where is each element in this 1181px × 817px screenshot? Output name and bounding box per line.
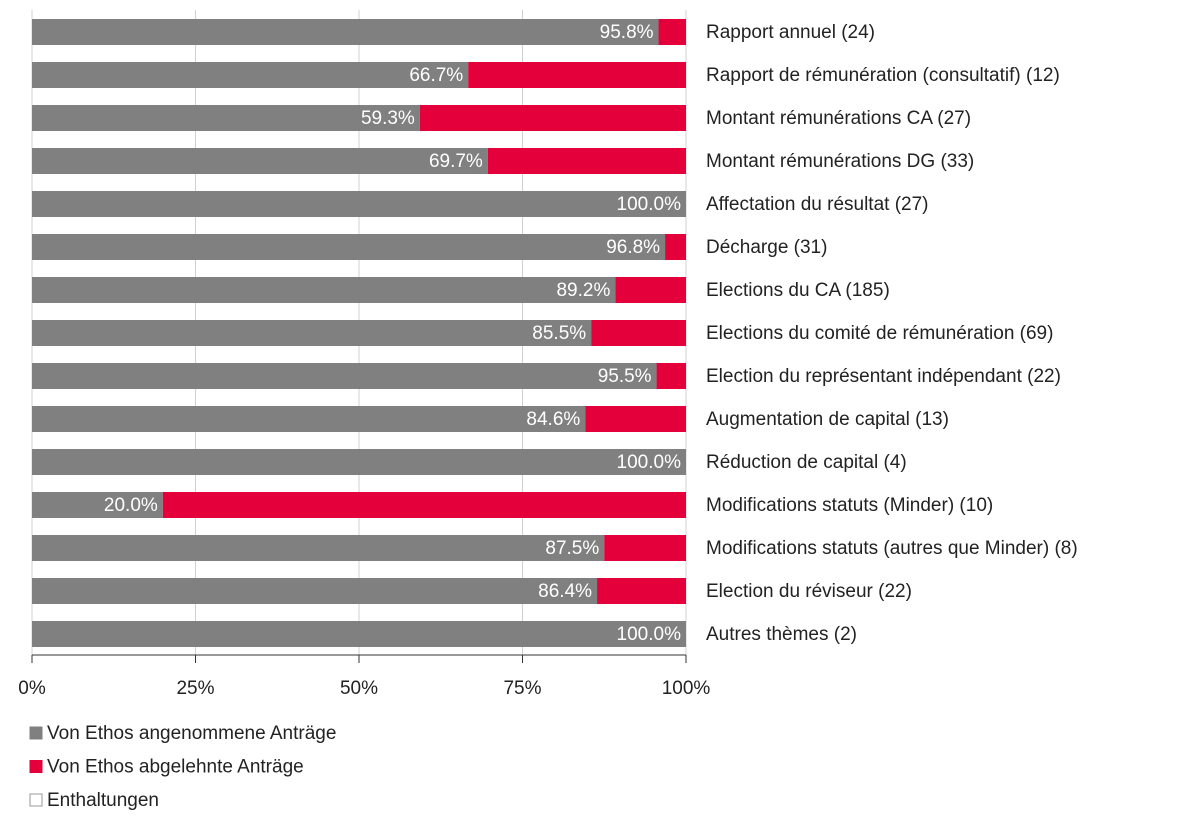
bar-segment (615, 277, 686, 303)
legend-label: Von Ethos angenommene Anträge (47, 723, 336, 744)
data-label: 85.5% (532, 323, 586, 344)
data-label: 86.4% (538, 581, 592, 602)
bar-segment (32, 277, 616, 303)
bar-segment (32, 191, 686, 217)
legend-label: Von Ethos abgelehnte Anträge (47, 757, 304, 778)
x-tick-label: 75% (503, 678, 541, 699)
x-tick-label: 100% (662, 678, 711, 699)
bar-segment (32, 148, 488, 174)
category-label: Montant rémunérations DG (33) (706, 151, 974, 172)
bar-segment (32, 621, 686, 647)
category-label: Election du représentant indépendant (22… (706, 366, 1061, 387)
category-label: Rapport annuel (24) (706, 22, 875, 43)
bar-segment (656, 363, 686, 389)
data-label: 96.8% (606, 237, 660, 258)
bar-segment (597, 578, 686, 604)
bar-segment (591, 320, 686, 346)
category-label: Décharge (31) (706, 237, 827, 258)
data-label: 100.0% (617, 624, 682, 645)
data-label: 84.6% (526, 409, 580, 430)
data-label: 95.5% (598, 366, 652, 387)
bar-segment (32, 62, 469, 88)
bar-segment (162, 492, 687, 518)
category-label: Modifications statuts (autres que Minder… (706, 538, 1078, 559)
category-label: Montant rémunérations CA (27) (706, 108, 971, 129)
bar-segment (658, 19, 686, 45)
legend-swatch (29, 726, 43, 740)
bar-segment (32, 535, 605, 561)
x-tick-label: 50% (340, 678, 378, 699)
category-label: Rapport de rémunération (consultatif) (1… (706, 65, 1060, 86)
category-label: Réduction de capital (4) (706, 452, 907, 473)
legend-label: Enthaltungen (47, 790, 159, 811)
bar-segment (32, 363, 657, 389)
data-label: 100.0% (617, 194, 682, 215)
bar-segment (468, 62, 686, 88)
x-tick-label: 0% (18, 678, 46, 699)
bar-segment (32, 105, 420, 131)
bar-segment (32, 234, 666, 260)
category-label: Election du réviseur (22) (706, 581, 912, 602)
bar-segment (32, 19, 659, 45)
bar-segment (32, 320, 592, 346)
category-label: Elections du comité de rémunération (69) (706, 323, 1053, 344)
data-label: 59.3% (361, 108, 415, 129)
category-label: Autres thèmes (2) (706, 624, 857, 645)
bar-segment (604, 535, 686, 561)
data-label: 87.5% (545, 538, 599, 559)
data-label: 69.7% (429, 151, 483, 172)
bar-segment (32, 578, 598, 604)
x-tick-label: 25% (176, 678, 214, 699)
bar-segment (419, 105, 686, 131)
bar-segment (32, 492, 163, 518)
bar-segment (487, 148, 686, 174)
category-label: Modifications statuts (Minder) (10) (706, 495, 993, 516)
legend-swatch (29, 760, 43, 773)
data-label: 20.0% (104, 495, 158, 516)
legend-swatch (29, 793, 43, 807)
bar-segment (665, 234, 686, 260)
data-label: 89.2% (556, 280, 610, 301)
bar-segment (32, 406, 586, 432)
category-label: Elections du CA (185) (706, 280, 890, 301)
data-label: 100.0% (617, 452, 682, 473)
category-label: Affectation du résultat (27) (706, 194, 929, 215)
bar-segment (585, 406, 686, 432)
category-label: Augmentation de capital (13) (706, 409, 949, 430)
data-label: 66.7% (409, 65, 463, 86)
bar-segment (32, 449, 686, 475)
data-label: 95.8% (600, 22, 654, 43)
